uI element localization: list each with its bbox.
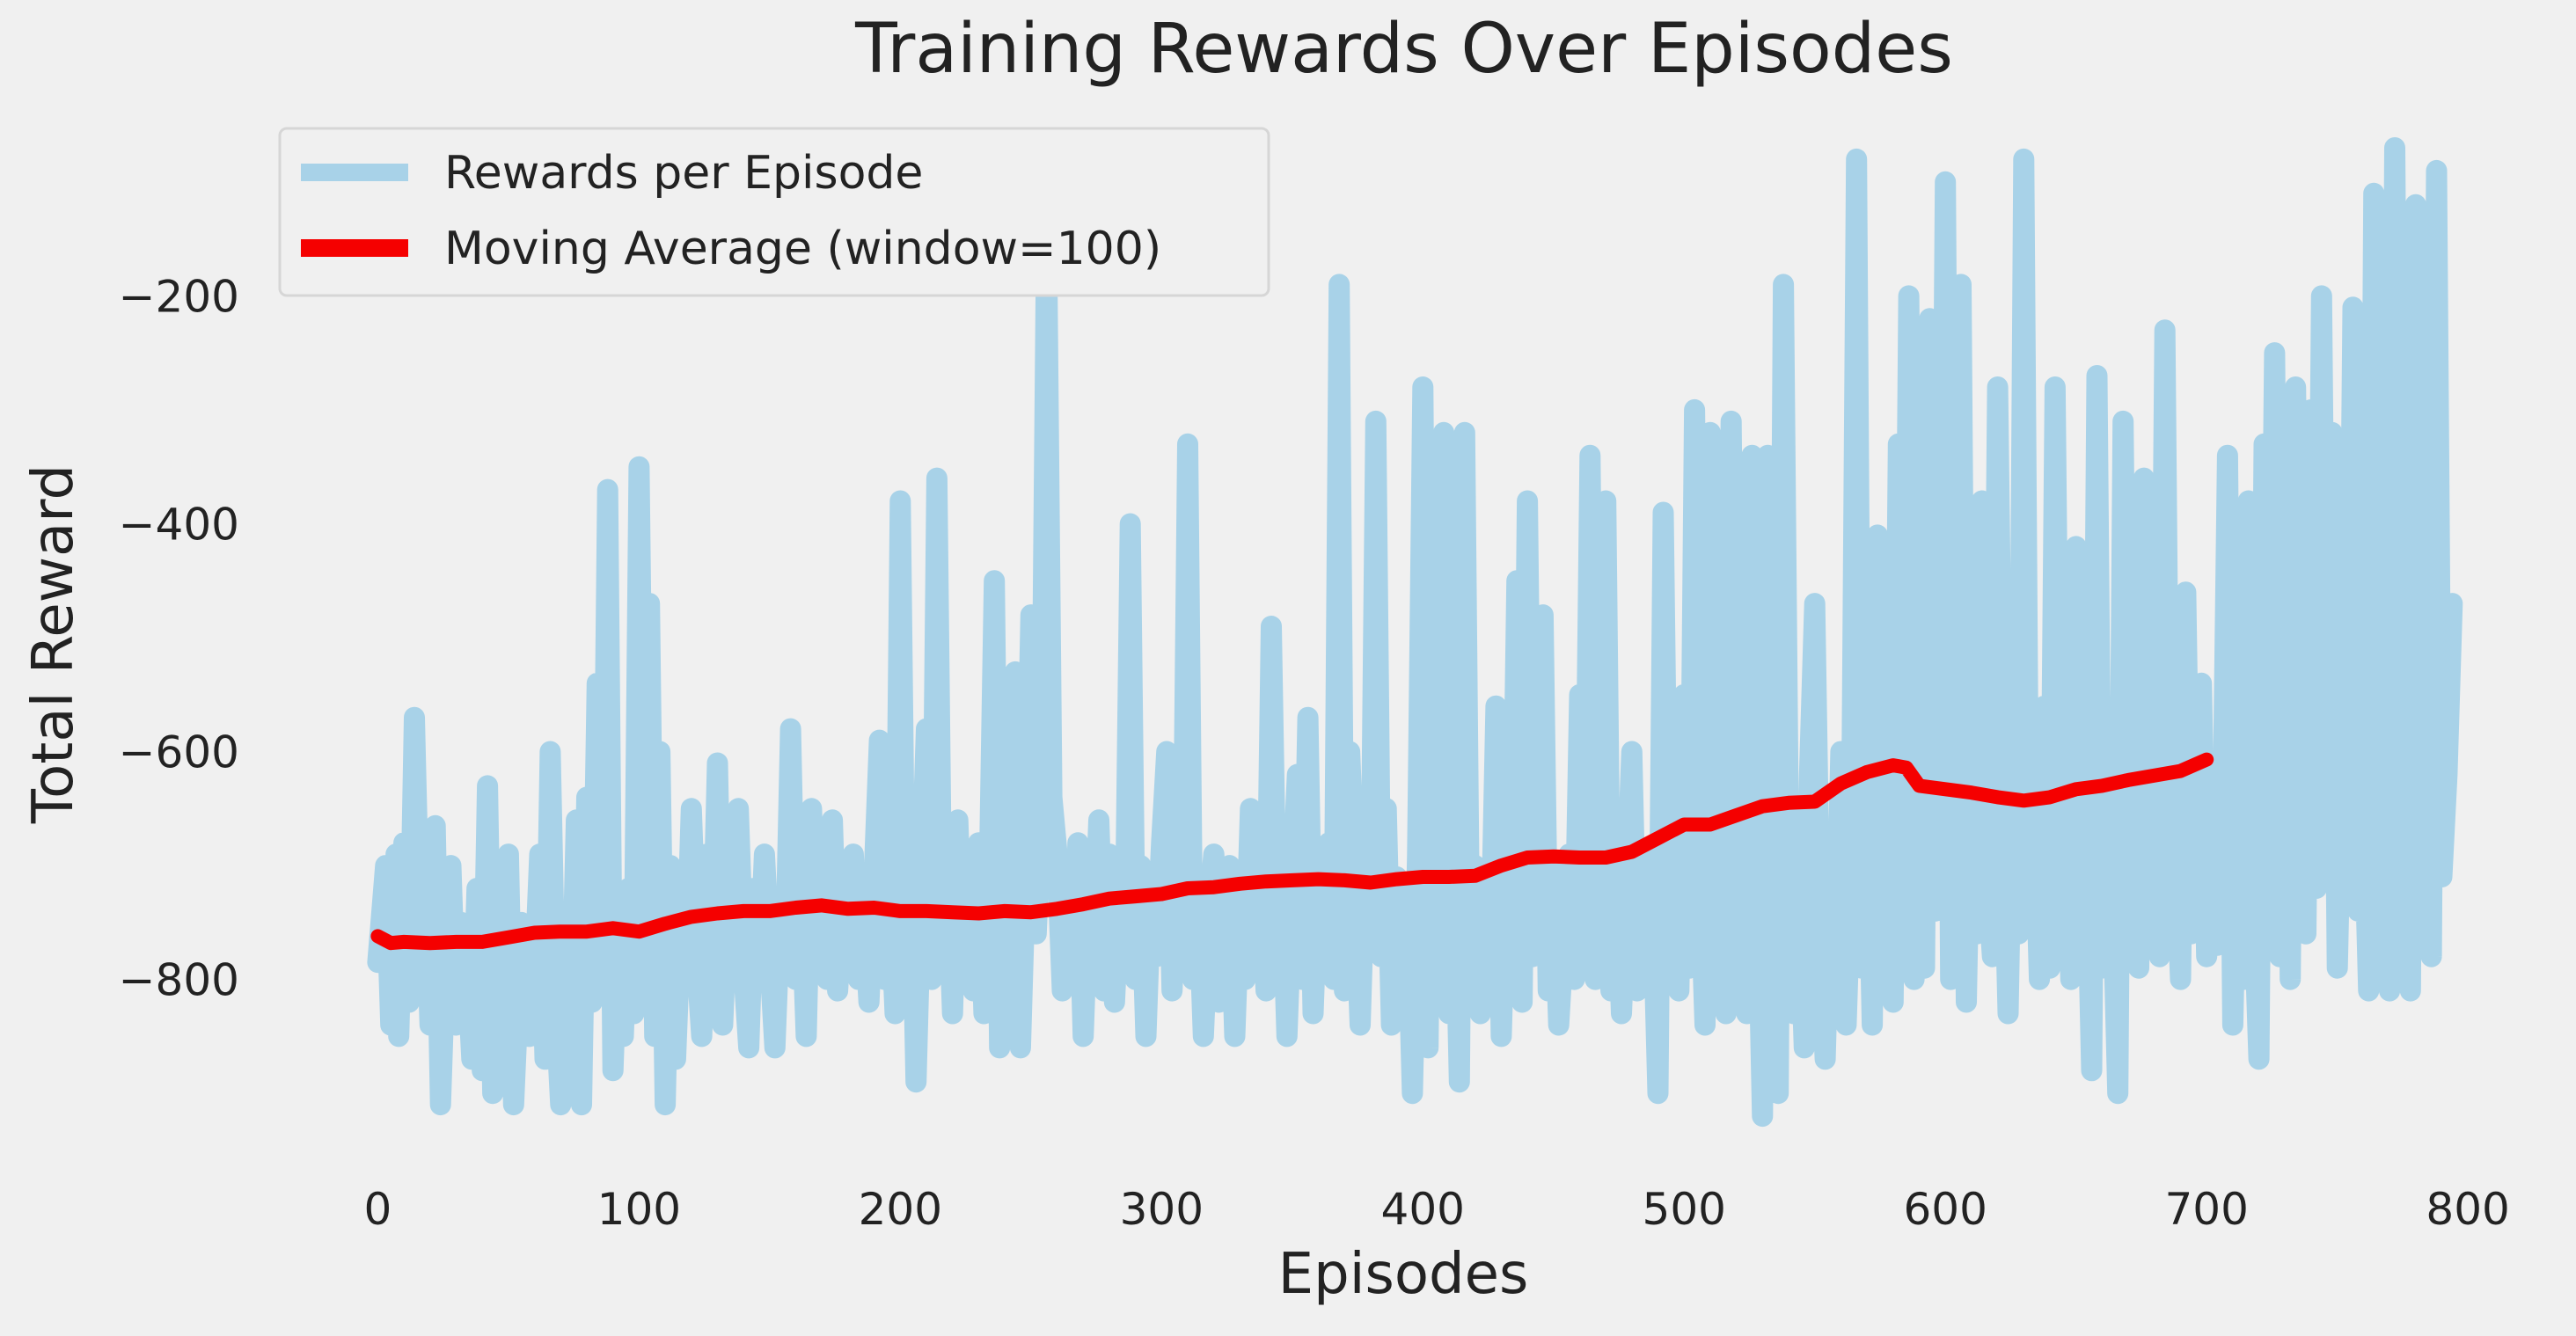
y-tick-label: −600 (119, 727, 239, 778)
y-axis-label: Total Reward (21, 464, 86, 824)
x-tick-label: 400 (1381, 1184, 1465, 1235)
x-axis-ticks: 0 100 200 300 400 500 600 700 800 (363, 1184, 2509, 1235)
y-axis-ticks: −800 −600 −400 −200 (119, 271, 239, 1005)
y-tick-label: −800 (119, 955, 239, 1006)
moving-average-series (370, 752, 2214, 951)
legend-box (278, 127, 1270, 297)
x-tick-label: 800 (2426, 1184, 2509, 1235)
x-tick-label: 100 (597, 1184, 681, 1235)
x-tick-label: 0 (363, 1184, 392, 1235)
legend: Rewards per Episode Moving Average (wind… (278, 127, 1270, 297)
x-axis-label: Episodes (1278, 1242, 1529, 1307)
legend-label-moving-average: Moving Average (window=100) (444, 223, 1161, 275)
x-tick-label: 200 (859, 1184, 942, 1235)
chart-title: Training Rewards Over Episodes (854, 10, 1953, 89)
plot-area (367, 137, 2463, 1128)
y-tick-label: −200 (119, 271, 239, 322)
x-tick-label: 500 (1643, 1184, 1726, 1235)
x-tick-label: 600 (1903, 1184, 1987, 1235)
rewards-per-episode-series (367, 137, 2463, 1128)
x-tick-label: 300 (1120, 1184, 1204, 1235)
legend-label-rewards: Rewards per Episode (444, 147, 923, 200)
y-tick-label: −400 (119, 499, 239, 550)
x-tick-label: 700 (2164, 1184, 2248, 1235)
